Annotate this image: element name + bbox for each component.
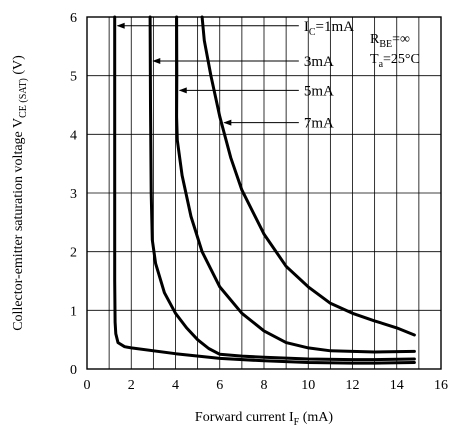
series-label: 7mA bbox=[304, 116, 334, 132]
arrow-head bbox=[223, 119, 232, 126]
y-tick-label: 1 bbox=[70, 304, 77, 319]
x-tick-label: 10 bbox=[301, 378, 315, 393]
x-tick-label: 4 bbox=[172, 378, 179, 393]
x-tick-label: 2 bbox=[128, 378, 135, 393]
x-tick-label: 14 bbox=[390, 378, 404, 393]
series-line bbox=[175, 15, 416, 354]
ta-note: Ta=25°C bbox=[370, 52, 420, 70]
arrow-head bbox=[116, 22, 125, 29]
series-group bbox=[113, 15, 416, 365]
y-tick-label: 2 bbox=[70, 246, 77, 261]
x-tick-label: 0 bbox=[84, 378, 91, 393]
rbe-note: RBE=∞ bbox=[370, 32, 410, 50]
grid bbox=[86, 16, 442, 370]
x-axis-label: Forward current IF (mA) bbox=[195, 410, 333, 428]
y-tick-label: 0 bbox=[70, 363, 77, 378]
x-tick-label: 16 bbox=[434, 378, 448, 393]
y-axis-label: Collector-emitter saturation voltage VCE… bbox=[11, 55, 29, 331]
curve-labels: IC=1mA 3mA 5mA 7mA bbox=[116, 19, 354, 132]
arrow-head bbox=[178, 87, 187, 94]
x-tick-label: 12 bbox=[346, 378, 360, 393]
series-label: 5mA bbox=[304, 83, 334, 99]
plot-frame bbox=[86, 16, 442, 370]
series-label: IC=1mA bbox=[304, 19, 354, 38]
arrow-head bbox=[152, 58, 161, 64]
series-line bbox=[148, 15, 416, 362]
y-tick-label: 3 bbox=[70, 187, 77, 202]
y-tick-label: 4 bbox=[70, 128, 77, 143]
y-tick-label: 6 bbox=[70, 11, 77, 26]
y-tick-label: 5 bbox=[70, 70, 77, 85]
series-label: 3mA bbox=[304, 54, 334, 70]
x-tick-label: 6 bbox=[216, 378, 223, 393]
x-tick-label: 8 bbox=[261, 378, 268, 393]
series-line bbox=[113, 15, 416, 365]
series-line bbox=[200, 15, 416, 337]
